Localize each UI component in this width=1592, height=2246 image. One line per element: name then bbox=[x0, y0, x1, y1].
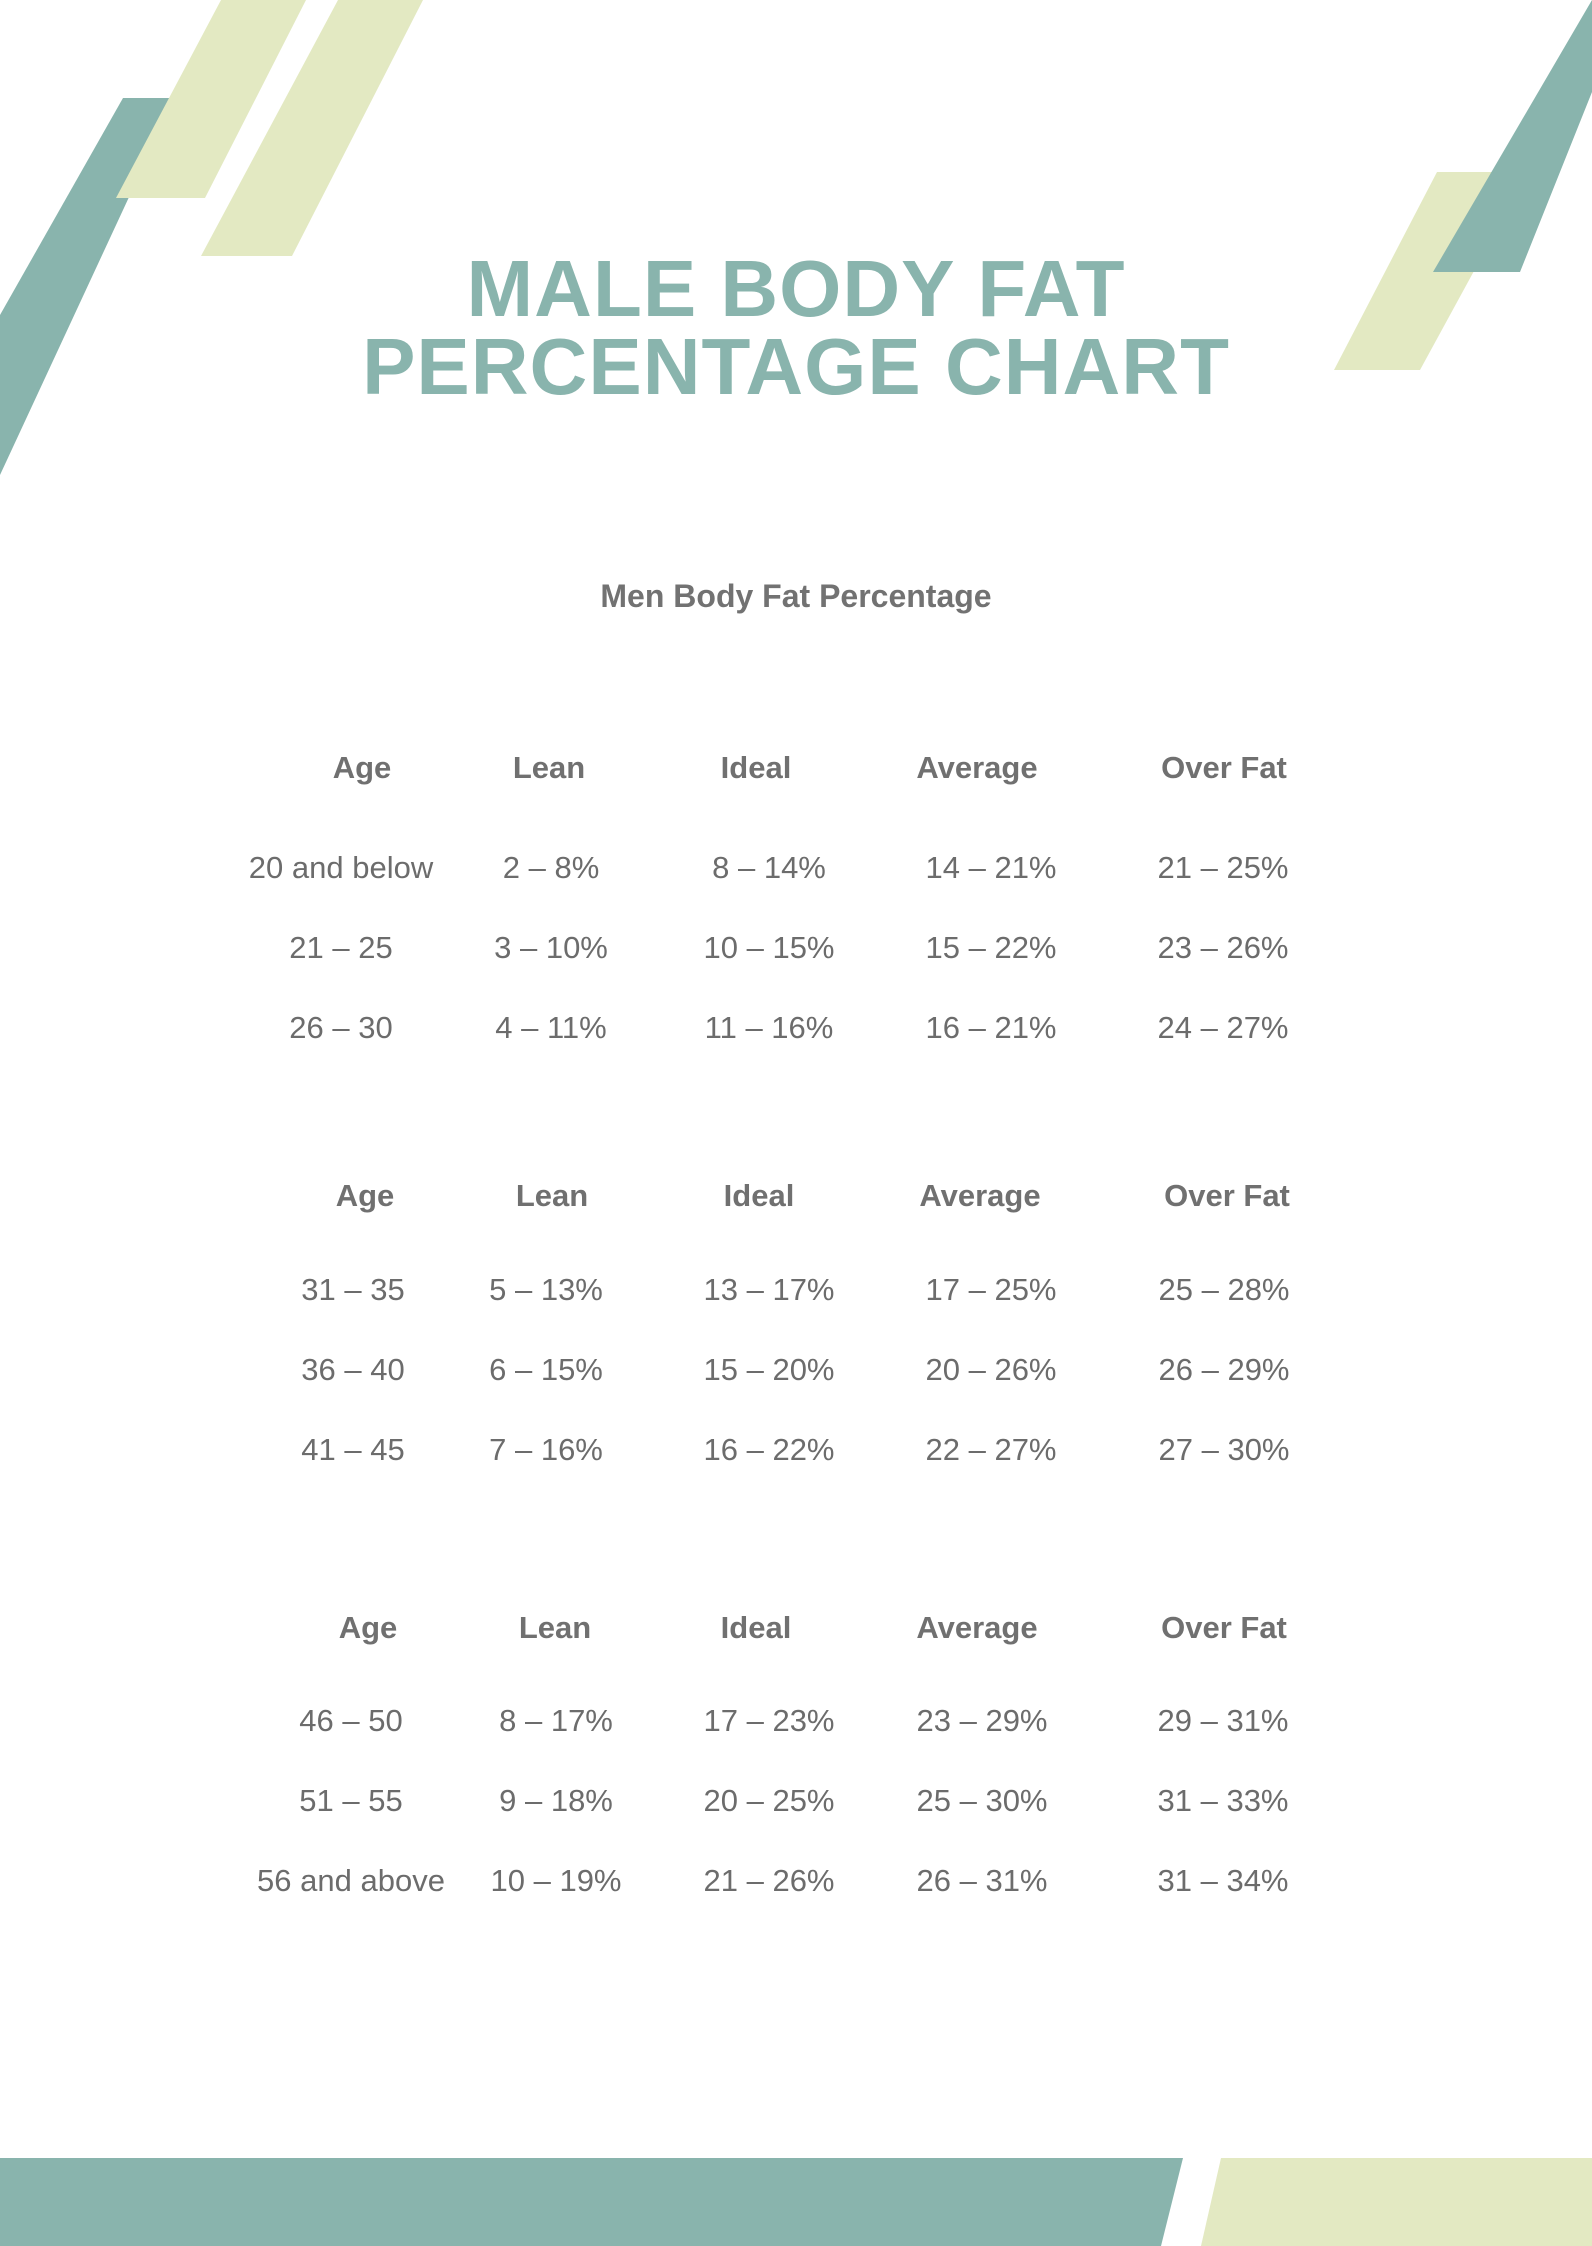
header-over-fat: Over Fat bbox=[1164, 1178, 1290, 1213]
header-average: Average bbox=[919, 1178, 1041, 1213]
cell-average: 20 – 26% bbox=[925, 1352, 1057, 1387]
title-line-1: MALE BODY FAT bbox=[466, 244, 1126, 333]
cell-over-fat: 25 – 28% bbox=[1158, 1272, 1290, 1307]
table-row: 46 – 50 8 – 17% 17 – 23% 23 – 29% 29 – 3… bbox=[0, 1696, 1592, 1746]
table-header-row: Age Lean Ideal Average Over Fat bbox=[0, 743, 1592, 793]
cell-average: 23 – 29% bbox=[916, 1703, 1048, 1738]
table-row: 51 – 55 9 – 18% 20 – 25% 25 – 30% 31 – 3… bbox=[0, 1776, 1592, 1826]
header-average: Average bbox=[916, 1610, 1038, 1645]
header-over-fat: Over Fat bbox=[1161, 1610, 1287, 1645]
cell-over-fat: 23 – 26% bbox=[1157, 930, 1289, 965]
cell-ideal: 13 – 17% bbox=[703, 1272, 835, 1307]
table-row: 36 – 40 6 – 15% 15 – 20% 20 – 26% 26 – 2… bbox=[0, 1345, 1592, 1395]
cell-ideal: 17 – 23% bbox=[703, 1703, 835, 1738]
header-lean: Lean bbox=[515, 1178, 589, 1213]
cell-ideal: 15 – 20% bbox=[703, 1352, 835, 1387]
cell-age: 56 and above bbox=[257, 1863, 445, 1898]
teal-band-bottom bbox=[0, 2158, 1183, 2246]
header-ideal: Ideal bbox=[723, 1178, 795, 1213]
cell-over-fat: 26 – 29% bbox=[1158, 1352, 1290, 1387]
cell-over-fat: 24 – 27% bbox=[1157, 1010, 1289, 1045]
cell-lean: 10 – 19% bbox=[490, 1863, 622, 1898]
cell-lean: 9 – 18% bbox=[499, 1783, 613, 1818]
cell-over-fat: 29 – 31% bbox=[1157, 1703, 1289, 1738]
cell-age: 26 – 30 bbox=[289, 1010, 393, 1045]
teal-stripe-top-right bbox=[1433, 0, 1592, 272]
header-ideal: Ideal bbox=[720, 750, 792, 785]
header-age: Age bbox=[335, 1178, 395, 1213]
cell-average: 22 – 27% bbox=[925, 1432, 1057, 1467]
cell-age: 31 – 35 bbox=[301, 1272, 405, 1307]
header-over-fat: Over Fat bbox=[1161, 750, 1287, 785]
cell-age: 21 – 25 bbox=[289, 930, 393, 965]
cell-over-fat: 27 – 30% bbox=[1158, 1432, 1290, 1467]
cell-average: 15 – 22% bbox=[925, 930, 1057, 965]
cell-lean: 7 – 16% bbox=[489, 1432, 603, 1467]
cell-ideal: 8 – 14% bbox=[712, 850, 826, 885]
header-ideal: Ideal bbox=[720, 1610, 792, 1645]
cell-age: 36 – 40 bbox=[301, 1352, 405, 1387]
cell-over-fat: 21 – 25% bbox=[1157, 850, 1289, 885]
table-row: 21 – 25 3 – 10% 10 – 15% 15 – 22% 23 – 2… bbox=[0, 923, 1592, 973]
header-lean: Lean bbox=[512, 750, 586, 785]
table-row: 56 and above 10 – 19% 21 – 26% 26 – 31% … bbox=[0, 1856, 1592, 1906]
table-row: 31 – 35 5 – 13% 13 – 17% 17 – 25% 25 – 2… bbox=[0, 1265, 1592, 1315]
cell-ideal: 10 – 15% bbox=[703, 930, 835, 965]
cell-age: 46 – 50 bbox=[299, 1703, 403, 1738]
green-stripe-top-left-1 bbox=[116, 0, 306, 198]
cell-age: 41 – 45 bbox=[301, 1432, 405, 1467]
cell-age: 51 – 55 bbox=[299, 1783, 403, 1818]
table-row: 26 – 30 4 – 11% 11 – 16% 16 – 21% 24 – 2… bbox=[0, 1003, 1592, 1053]
cell-ideal: 20 – 25% bbox=[703, 1783, 835, 1818]
cell-average: 16 – 21% bbox=[925, 1010, 1057, 1045]
header-age: Age bbox=[338, 1610, 398, 1645]
header-age: Age bbox=[332, 750, 392, 785]
cell-ideal: 21 – 26% bbox=[703, 1863, 835, 1898]
cell-average: 14 – 21% bbox=[925, 850, 1057, 885]
table-header-row: Age Lean Ideal Average Over Fat bbox=[0, 1603, 1592, 1653]
cell-age: 20 and below bbox=[248, 850, 434, 885]
cell-lean: 4 – 11% bbox=[495, 1010, 607, 1045]
title-line-2: PERCENTAGE CHART bbox=[362, 322, 1230, 411]
green-band-bottom bbox=[1201, 2158, 1592, 2246]
table-row: 20 and below 2 – 8% 8 – 14% 14 – 21% 21 … bbox=[0, 843, 1592, 893]
cell-lean: 6 – 15% bbox=[489, 1352, 603, 1387]
cell-over-fat: 31 – 33% bbox=[1157, 1783, 1289, 1818]
header-average: Average bbox=[916, 750, 1038, 785]
table-subtitle: Men Body Fat Percentage bbox=[600, 578, 992, 614]
table-header-row: Age Lean Ideal Average Over Fat bbox=[0, 1171, 1592, 1221]
green-stripe-top-left-2 bbox=[201, 0, 423, 256]
cell-average: 17 – 25% bbox=[925, 1272, 1057, 1307]
cell-ideal: 16 – 22% bbox=[703, 1432, 835, 1467]
cell-ideal: 11 – 16% bbox=[704, 1010, 834, 1045]
page-title: MALE BODY FAT PERCENTAGE CHART bbox=[0, 244, 1592, 411]
table-row: 41 – 45 7 – 16% 16 – 22% 22 – 27% 27 – 3… bbox=[0, 1425, 1592, 1475]
cell-lean: 2 – 8% bbox=[502, 850, 600, 885]
header-lean: Lean bbox=[518, 1610, 592, 1645]
cell-lean: 8 – 17% bbox=[499, 1703, 613, 1738]
cell-lean: 3 – 10% bbox=[494, 930, 608, 965]
cell-average: 26 – 31% bbox=[916, 1863, 1048, 1898]
cell-over-fat: 31 – 34% bbox=[1157, 1863, 1289, 1898]
cell-lean: 5 – 13% bbox=[489, 1272, 603, 1307]
cell-average: 25 – 30% bbox=[916, 1783, 1048, 1818]
